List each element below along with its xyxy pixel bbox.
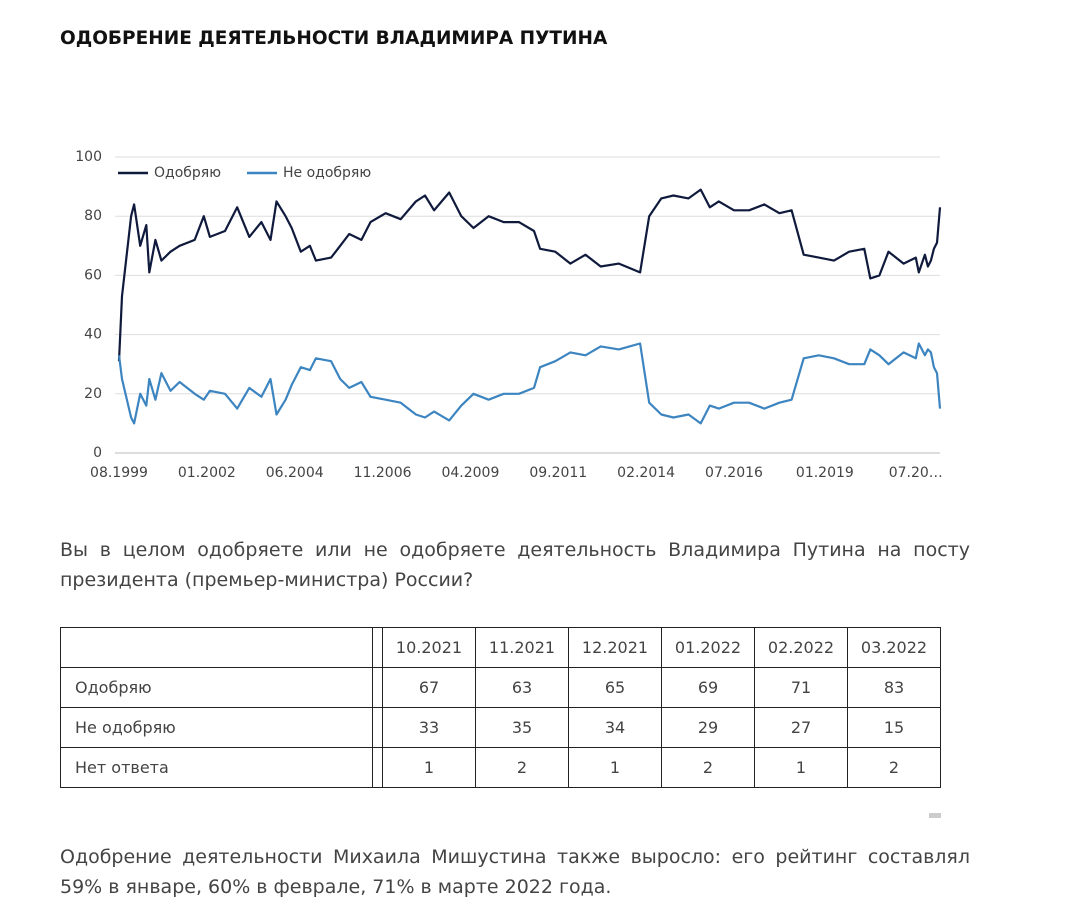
scroll-marker [929,813,941,818]
table-cell: 02.2022 [754,627,848,668]
table-cell: 27 [754,707,848,748]
results-table: 10.2021 11.2021 12.2021 01.2022 02.2022 03.20… [60,627,941,788]
table-cell [372,627,383,668]
x-tick-label: 06.2004 [266,465,324,481]
table-cell: 1 [382,747,476,788]
table-cell: 69 [661,667,755,708]
table-cell: Нет ответа [60,747,373,788]
table-cell: 34 [568,707,662,748]
table-cell: 65 [568,667,662,708]
title: ОДОБРЕНИЕ ДЕЯТЕЛЬНОСТИ ВЛАДИМИРА ПУТИНА [60,28,608,49]
line [117,188,942,362]
table-cell: 12.2021 [568,627,662,668]
table-cell [60,627,373,668]
table-cell: 1 [754,747,848,788]
y-tick-label: 100 [75,149,102,165]
x-tick-label: 08.1999 [90,465,148,481]
x-tick-label: 07.20… [889,465,943,481]
table-cell: 35 [475,707,569,748]
legend-label: Не одобряю [283,165,371,181]
table-row: Не одобряю 33 35 34 29 27 15 [60,707,941,748]
table-cell: 71 [754,667,848,708]
table-cell: 1 [568,747,662,788]
footer-text: Одобрение деятельности Михаила Мишустина… [60,846,970,898]
table-cell: 63 [475,667,569,708]
table-cell: Одобряю [60,667,373,708]
table-cell: 2 [661,747,755,788]
y-tick-label: 80 [84,208,102,224]
x-tick-label: 01.2019 [796,465,854,481]
table-cell: 15 [847,707,941,748]
table-cell: 11.2021 [475,627,569,668]
y-tick-label: 0 [93,445,102,461]
table-cell: 01.2022 [661,627,755,668]
table-cell: 33 [382,707,476,748]
y-tick-label: 20 [84,386,102,402]
x-tick-label: 04.2009 [441,465,499,481]
table-cell: 29 [661,707,755,748]
chart: 0 20 40 60 80 100 08.1999 01.2002 06.2004 11.2006… [75,149,943,481]
table-cell: 2 [475,747,569,788]
table-row: Одобряю 67 63 65 69 71 83 [60,667,941,708]
question: Вы в целом одобряете или не одобряете де… [60,539,970,591]
table-cell [372,747,383,788]
line [117,342,942,425]
y-tick-label: 60 [84,267,102,283]
table-cell: Не одобряю [60,707,373,748]
table-cell: 2 [847,747,941,788]
x-tick-label: 09.2011 [529,465,587,481]
table-cell [372,667,383,708]
table-cell: 03.2022 [847,627,941,668]
table-row: Нет ответа 1 2 1 2 1 2 [60,747,941,788]
table-cell: 10.2021 [382,627,476,668]
x-tick-label: 11.2006 [354,465,412,481]
x-tick-label: 07.2016 [705,465,763,481]
legend-label: Одобряю [154,165,221,181]
x-tick-label: 01.2002 [178,465,236,481]
table-cell [372,707,383,748]
table-cell: 67 [382,667,476,708]
table-row: 10.2021 11.2021 12.2021 01.2022 02.2022 03.20… [60,627,941,668]
table-cell: 83 [847,667,941,708]
y-tick-label: 40 [84,327,102,343]
x-tick-label: 02.2014 [617,465,675,481]
